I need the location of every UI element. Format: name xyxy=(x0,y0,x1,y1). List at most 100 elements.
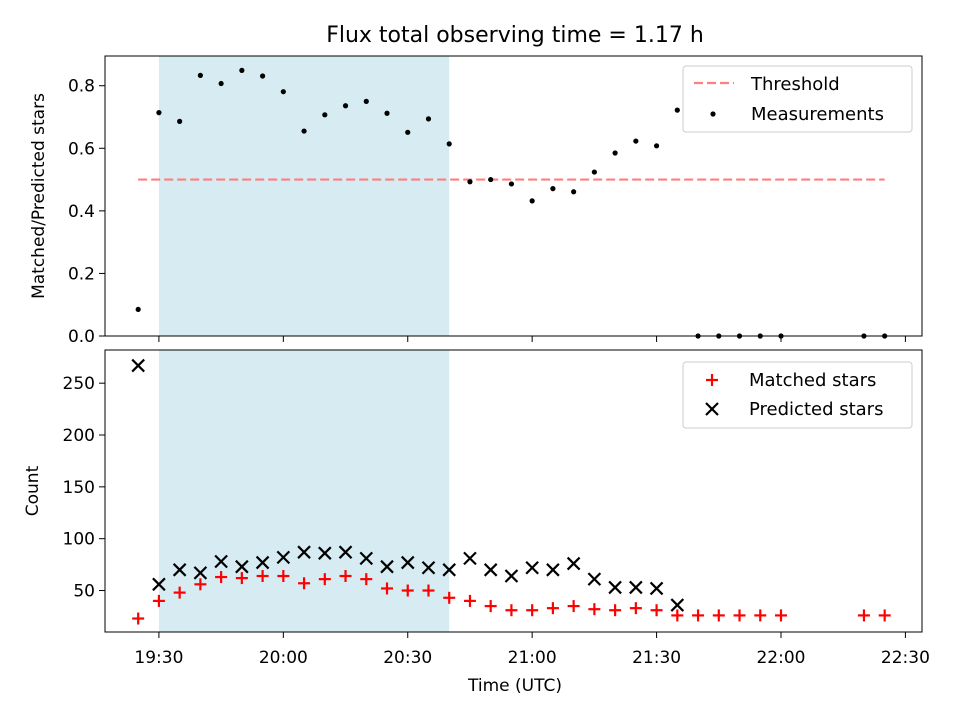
x-tick-label-5: 22:00 xyxy=(756,648,805,668)
measurement-point-6 xyxy=(259,73,266,79)
predicted-star-point-26 xyxy=(670,598,685,612)
predicted-star-point-6 xyxy=(255,555,270,570)
predicted-star-point-12 xyxy=(380,559,394,574)
predicted-star-point-25-b xyxy=(649,581,664,596)
matched-star-point-1 xyxy=(152,594,165,607)
matched-star-point-8 xyxy=(298,577,311,590)
bottom-legend: Matched stars Predicted stars xyxy=(682,361,913,429)
x-tick-label-1: 20:00 xyxy=(259,648,308,668)
chart-title: Flux total observing time = 1.17 h xyxy=(326,23,704,48)
predicted-star-point-24 xyxy=(629,580,643,595)
legend-matched-marker xyxy=(706,374,718,386)
measurement-point-7 xyxy=(280,89,286,95)
bottom-y-axis-label: Count xyxy=(23,465,43,516)
matched-star-point-26 xyxy=(671,609,684,622)
predicted-star-point-3-b xyxy=(193,566,208,580)
top-y-ticks: 0.0 0.2 0.4 0.6 0.8 xyxy=(68,77,105,347)
top-y-tick-label-3: 0.6 xyxy=(68,139,95,159)
matched-star-point-3 xyxy=(194,578,207,591)
measurement-point-3 xyxy=(197,72,203,78)
predicted-star-point-20-b xyxy=(546,563,560,577)
matched-star-point-31 xyxy=(774,609,787,622)
top-y-tick-label-4: 0.8 xyxy=(68,77,95,97)
bottom-axes-frame xyxy=(104,349,923,633)
matched-star-point-15 xyxy=(443,591,456,604)
measurement-point-25 xyxy=(653,143,660,149)
measurement-point-12 xyxy=(384,110,390,116)
top-axes-frame xyxy=(104,55,923,337)
matched-star-point-12 xyxy=(381,582,394,595)
matched-star-point-25 xyxy=(650,604,663,617)
measurement-point-14 xyxy=(425,116,432,122)
bottom-y-ticks: 50 100 150 200 250 xyxy=(63,374,105,602)
predicted-star-point-6-b xyxy=(255,555,270,570)
bottom-y-tick-label-3: 200 xyxy=(63,426,95,446)
predicted-star-point-21 xyxy=(566,556,581,571)
matched-star-point-16 xyxy=(463,594,476,607)
predicted-star-point-19-b xyxy=(525,560,539,575)
predicted-star-point-4 xyxy=(214,554,228,569)
measurement-point-18 xyxy=(508,181,515,187)
predicted-star-point-5-b xyxy=(235,559,249,574)
measurement-point-22 xyxy=(591,169,597,175)
bottom-y-tick-label-0: 50 xyxy=(73,582,95,602)
legend-matched-label: Matched stars xyxy=(749,370,876,391)
predicted-star-point-2 xyxy=(172,563,187,577)
predicted-star-point-12-b xyxy=(380,559,394,574)
predicted-star-point-10-b xyxy=(338,545,353,559)
top-y-tick-label-1: 0.2 xyxy=(68,264,95,284)
top-panel: 0.00.20.40.60.8 Matched/Predicted stars … xyxy=(29,55,923,347)
matched-star-point-32 xyxy=(857,609,870,622)
predicted-star-point-18 xyxy=(504,569,519,583)
matched-star-point-17 xyxy=(484,600,497,613)
matched-star-point-28 xyxy=(712,609,725,622)
predicted-star-point-20 xyxy=(546,563,560,577)
x-tick-label-3: 21:00 xyxy=(508,648,557,668)
measurement-point-8 xyxy=(301,128,307,134)
predicted-star-point-8-b xyxy=(297,545,311,559)
predicted-star-point-5 xyxy=(235,559,249,574)
predicted-star-point-3 xyxy=(193,566,208,580)
top-y-axis-label: Matched/Predicted stars xyxy=(29,93,49,299)
x-axis-label: Time (UTC) xyxy=(467,676,562,696)
matched-star-point-11 xyxy=(360,573,373,586)
measurement-point-10 xyxy=(342,103,349,109)
measurement-point-15 xyxy=(446,141,452,147)
top-legend: Threshold Measurements xyxy=(682,65,913,133)
predicted-star-point-2-b xyxy=(172,563,187,577)
measurement-point-17 xyxy=(488,176,494,183)
predicted-star-point-11 xyxy=(359,551,374,566)
top-y-tick-label-0: 0.0 xyxy=(68,327,95,347)
x-tick-label-4: 21:30 xyxy=(632,648,681,668)
predicted-star-point-1 xyxy=(152,577,166,592)
matched-star-point-18 xyxy=(505,604,518,617)
measurement-point-9 xyxy=(322,112,328,118)
predicted-star-point-16-b xyxy=(463,551,477,566)
matched-stars-points xyxy=(132,570,891,625)
matched-star-point-0 xyxy=(132,612,145,625)
measurement-point-1 xyxy=(156,110,162,116)
matched-star-point-23 xyxy=(609,604,622,617)
predicted-star-point-7 xyxy=(276,550,291,565)
predicted-star-point-11-b xyxy=(359,551,374,566)
matched-star-point-9 xyxy=(318,573,331,586)
predicted-star-point-18-b xyxy=(504,569,519,583)
top-legend-box xyxy=(682,65,913,133)
matched-star-point-2 xyxy=(173,586,186,599)
bottom-y-tick-label-1: 100 xyxy=(63,530,95,550)
x-tick-label-2: 20:30 xyxy=(383,648,432,668)
legend-measurements-marker xyxy=(710,111,716,117)
predicted-star-point-14-b xyxy=(421,560,436,575)
x-tick-label-6: 22:30 xyxy=(881,648,930,668)
predicted-star-point-25 xyxy=(649,581,664,596)
matched-star-point-33 xyxy=(878,609,891,622)
measurement-point-20 xyxy=(550,186,556,192)
top-highlight-span xyxy=(158,56,450,336)
matched-star-point-29 xyxy=(733,609,746,622)
x-tick-label-0: 19:30 xyxy=(134,648,183,668)
legend-predicted-marker xyxy=(705,402,719,416)
predicted-star-point-1-b xyxy=(152,577,166,592)
measurement-point-19 xyxy=(529,198,535,204)
predicted-star-point-13 xyxy=(400,555,415,570)
